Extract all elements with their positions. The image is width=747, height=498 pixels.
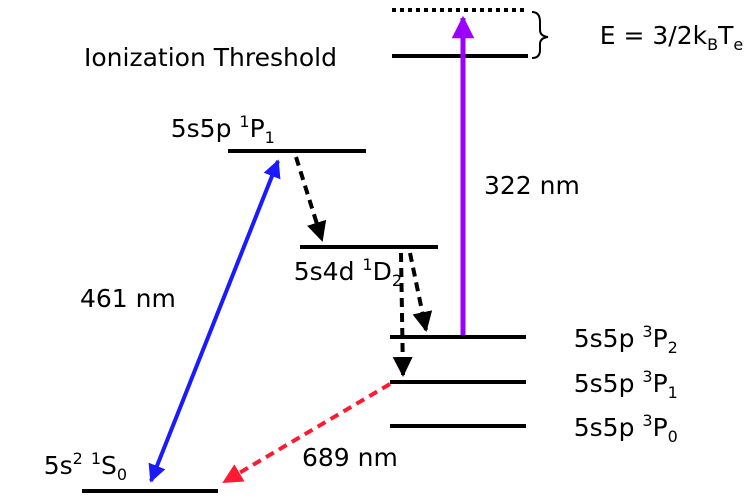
decay-1P1-to-1D2-arrow — [294, 156, 327, 242]
label-5s5p-1P1: 5s5p 1P1 — [131, 112, 299, 149]
label-energy: E = 3/2kBTe — [560, 21, 747, 56]
decay-1D2-to-3P1-arrow — [392, 252, 413, 377]
label-5s5p-3P0: 5s5p 3P0 — [534, 411, 702, 448]
energy-brace — [531, 11, 549, 59]
label-ground-state: 5s2 1S0 — [4, 449, 151, 486]
label-322nm: 322 nm — [484, 171, 580, 200]
label-5s5p-3P2: 5s5p 3P2 — [534, 322, 702, 359]
label-461nm: 461 nm — [80, 284, 176, 313]
label-689nm: 689 nm — [302, 443, 398, 472]
label-5s4d-1D2: 5s4d 1D2 — [254, 255, 426, 292]
label-5s5p-3P1: 5s5p 3P1 — [534, 367, 702, 404]
transition-689nm-arrow — [222, 382, 392, 484]
label-ionization-threshold: Ionization Threshold — [84, 43, 337, 72]
decay-1D2-to-3P2-arrow — [408, 252, 433, 332]
transition-461nm-arrow — [148, 159, 281, 483]
